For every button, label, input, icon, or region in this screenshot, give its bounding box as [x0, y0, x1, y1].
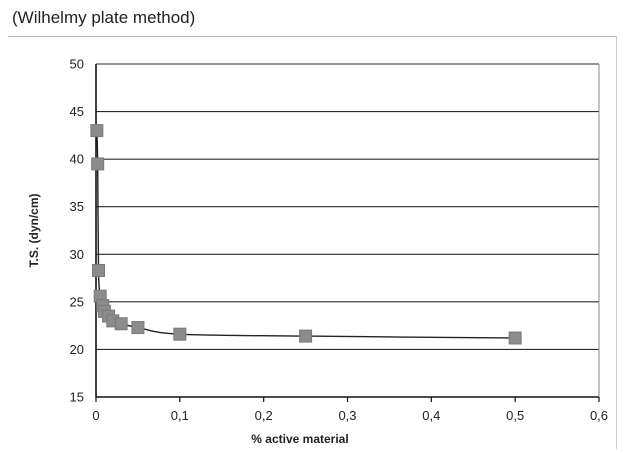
y-tick-label: 15 — [70, 390, 84, 405]
data-point — [92, 263, 106, 277]
x-tick-label: 0,3 — [338, 408, 356, 423]
data-point — [114, 317, 128, 331]
data-point — [131, 321, 145, 335]
y-tick-label: 35 — [70, 199, 84, 214]
y-tick-label: 25 — [70, 294, 84, 309]
y-tick-label: 20 — [70, 342, 84, 357]
y-tick-label: 30 — [70, 247, 84, 262]
x-tick-label: 0,2 — [255, 408, 273, 423]
x-tick-labels: 0 0,1 0,2 0,3 0,4 0,5 0,6 — [92, 408, 608, 423]
data-point — [90, 124, 104, 138]
x-tick-label: 0,4 — [422, 408, 440, 423]
data-point — [173, 327, 187, 341]
y-tick-labels: 15 20 25 30 35 40 45 50 — [70, 57, 84, 405]
y-tick-label: 40 — [70, 152, 84, 167]
x-tick-label: 0,6 — [590, 408, 608, 423]
data-points — [90, 124, 522, 345]
chart-frame — [8, 36, 617, 449]
data-point — [91, 157, 105, 171]
chart-caption: (Wilhelmy plate method) — [12, 8, 196, 27]
series-curve — [96, 130, 516, 339]
data-point — [299, 329, 313, 343]
x-axis-title: % active material — [251, 432, 348, 446]
x-tick-label: 0 — [92, 408, 99, 423]
y-tick-label: 50 — [70, 57, 84, 72]
data-point — [508, 331, 522, 345]
grid-lines — [96, 63, 599, 350]
axes — [95, 64, 600, 402]
x-tick-label: 0,5 — [506, 408, 524, 423]
y-axis-title: T.S. (dyn/cm) — [27, 193, 41, 267]
x-tick-label: 0,1 — [171, 408, 189, 423]
y-tick-label: 45 — [70, 104, 84, 119]
